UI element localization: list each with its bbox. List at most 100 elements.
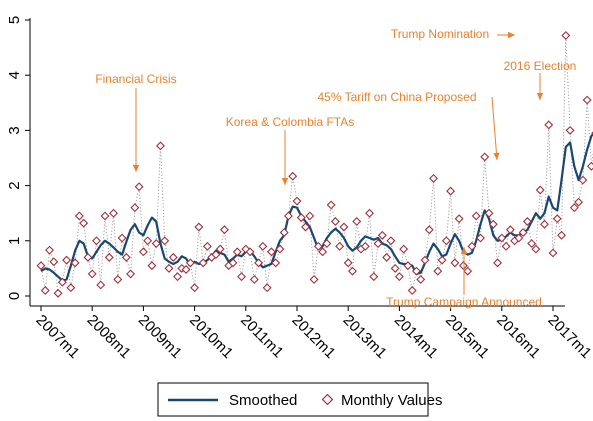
monthly-value-marker <box>275 244 285 254</box>
monthly-value-marker <box>40 286 50 295</box>
annotation-label: Korea & Colombia FTAs <box>226 115 355 129</box>
annotation-arrow-head <box>493 152 500 160</box>
monthly-value-marker <box>531 244 541 254</box>
monthly-value-marker <box>96 280 106 290</box>
monthly-value-marker <box>53 288 63 298</box>
monthly-value-marker <box>416 274 426 284</box>
monthly-value-marker <box>147 261 157 271</box>
monthly-value-marker <box>565 125 575 135</box>
monthly-value-marker <box>326 200 336 210</box>
monthly-value-marker <box>109 208 118 218</box>
monthly-value-marker <box>100 211 110 221</box>
monthly-value-marker <box>117 233 127 243</box>
monthly-value-marker <box>305 211 315 221</box>
monthly-value-marker <box>420 255 430 265</box>
monthly-value-marker <box>552 214 562 224</box>
monthly-value-marker <box>476 233 485 243</box>
monthly-value-marker <box>557 230 566 240</box>
monthly-value-marker <box>429 173 438 183</box>
monthly-value-marker <box>138 247 148 257</box>
monthly-value-marker <box>198 258 208 268</box>
monthly-value-marker <box>232 247 242 257</box>
monthly-value-marker <box>202 241 212 251</box>
monthly-value-marker <box>121 252 131 262</box>
monthly-value-marker <box>412 266 421 276</box>
monthly-value-marker <box>113 274 123 284</box>
monthly-value-marker <box>70 258 80 268</box>
monthly-value-marker <box>322 239 332 249</box>
monthly-value-marker <box>373 239 383 249</box>
monthly-value-marker <box>348 266 357 276</box>
monthly-value-marker <box>151 239 161 249</box>
monthly-value-marker <box>582 95 592 105</box>
monthly-value-marker <box>501 241 511 251</box>
y-tick-label: 0 <box>6 292 23 300</box>
monthly-value-marker <box>215 244 225 254</box>
monthly-value-marker <box>185 258 195 268</box>
monthly-value-marker <box>471 211 481 221</box>
monthly-value-marker <box>45 245 54 255</box>
monthly-value-marker <box>228 258 238 268</box>
annotation-label: 2016 Election <box>504 59 577 73</box>
monthly-value-marker <box>313 241 323 251</box>
monthly-value-marker <box>36 261 46 271</box>
monthly-value-marker <box>254 258 264 268</box>
monthly-value-marker <box>66 283 76 293</box>
monthly-value-marker <box>190 283 200 293</box>
annotation-arrow-head <box>536 93 544 100</box>
monthly-value-marker <box>83 252 93 262</box>
monthly-value-marker <box>143 236 153 246</box>
monthly-value-marker <box>561 31 571 40</box>
monthly-value-marker <box>168 252 178 262</box>
monthly-value-marker <box>578 175 588 185</box>
monthly-value-marker <box>480 152 490 162</box>
monthly-value-marker <box>62 255 72 265</box>
annotation-arrow-head <box>460 247 468 254</box>
y-tick-label: 5 <box>6 16 23 24</box>
monthly-value-marker <box>130 203 140 213</box>
monthly-value-marker <box>309 274 319 284</box>
monthly-value-marker <box>330 217 340 226</box>
monthly-value-marker <box>126 269 136 279</box>
legend: Smoothed Monthly Values <box>157 382 442 417</box>
monthly-value-marker <box>134 182 144 192</box>
monthly-value-marker <box>79 218 89 228</box>
monthly-value-marker <box>450 258 460 268</box>
monthly-value-marker <box>433 266 443 276</box>
monthly-value-marker <box>211 250 221 260</box>
legend-monthly-swatch <box>321 393 334 406</box>
legend-smoothed-label: Smoothed <box>229 392 297 409</box>
monthly-value-marker <box>399 244 409 254</box>
monthly-value-marker <box>569 203 579 213</box>
monthly-value-marker <box>249 274 259 284</box>
monthly-value-marker <box>377 230 387 240</box>
monthly-value-marker <box>181 265 191 274</box>
annotation-label: 45% Tariff on China Proposed <box>318 90 477 104</box>
monthly-value-marker <box>284 211 293 221</box>
monthly-value-marker <box>92 236 101 246</box>
monthly-value-marker <box>164 263 174 273</box>
monthly-value-marker <box>446 186 456 196</box>
monthly-value-marker <box>156 141 165 151</box>
monthly-value-marker <box>365 208 374 218</box>
annotations: Financial Crisis Korea & Colombia FTAs 45%… <box>95 27 576 309</box>
monthly-value-marker <box>49 257 59 267</box>
monthly-value-marker <box>343 258 353 268</box>
monthly-value-marker <box>262 283 272 293</box>
monthly-value-marker <box>173 272 182 282</box>
monthly-value-marker <box>497 233 507 243</box>
monthly-value-marker <box>441 236 451 246</box>
monthly-value-marker <box>266 247 276 257</box>
monthly-value-marker <box>540 219 549 229</box>
legend-monthly-label: Monthly Values <box>341 392 442 409</box>
annotation-arrow-head <box>281 178 289 185</box>
monthly-value-marker <box>488 219 498 229</box>
monthly-value-marker <box>339 222 349 232</box>
monthly-value-marker <box>57 277 67 287</box>
monthly-value-marker <box>527 239 537 249</box>
monthly-value-marker <box>458 261 468 271</box>
monthly-value-marker <box>74 211 84 221</box>
monthly-value-marker <box>454 214 464 224</box>
